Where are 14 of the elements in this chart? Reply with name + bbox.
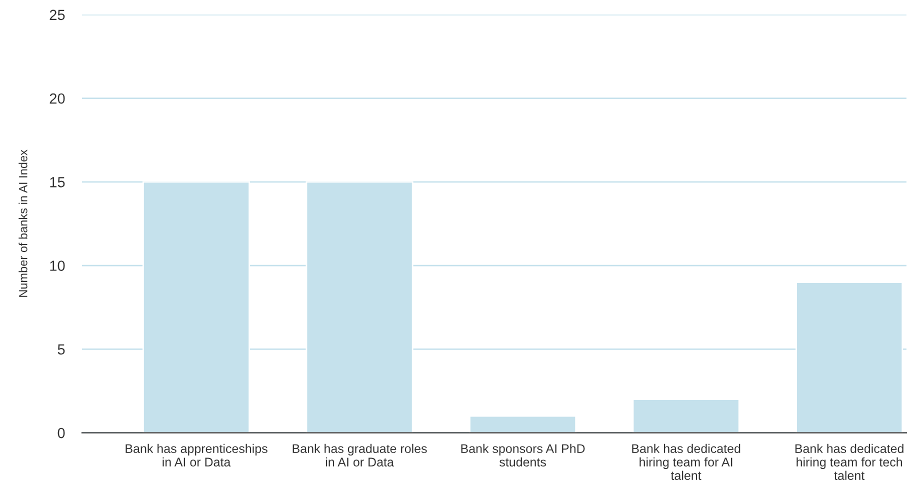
x-tick-label: Bank sponsors AI PhD students bbox=[461, 444, 585, 467]
x-tick-label: Bank has apprenticeships in AI or Data bbox=[126, 444, 268, 467]
y-tick-label: 5 bbox=[58, 344, 65, 355]
y-tick-label: 15 bbox=[50, 177, 65, 188]
y-axis-title: Number of banks in AI Index bbox=[18, 150, 28, 297]
bar bbox=[632, 398, 740, 433]
x-tick-label: Bank has dedicated hiring team for tech talent bbox=[795, 444, 904, 480]
bar bbox=[469, 415, 577, 433]
y-tick-label: 10 bbox=[50, 260, 65, 271]
x-tick-label: Bank has graduate roles in AI or Data bbox=[292, 444, 427, 467]
y-tick-label: 0 bbox=[58, 428, 65, 438]
y-tick-label: 25 bbox=[50, 10, 65, 20]
x-tick-label: Bank has dedicated hiring team for AI talent bbox=[632, 444, 740, 480]
y-tick-label: 20 bbox=[50, 93, 65, 104]
